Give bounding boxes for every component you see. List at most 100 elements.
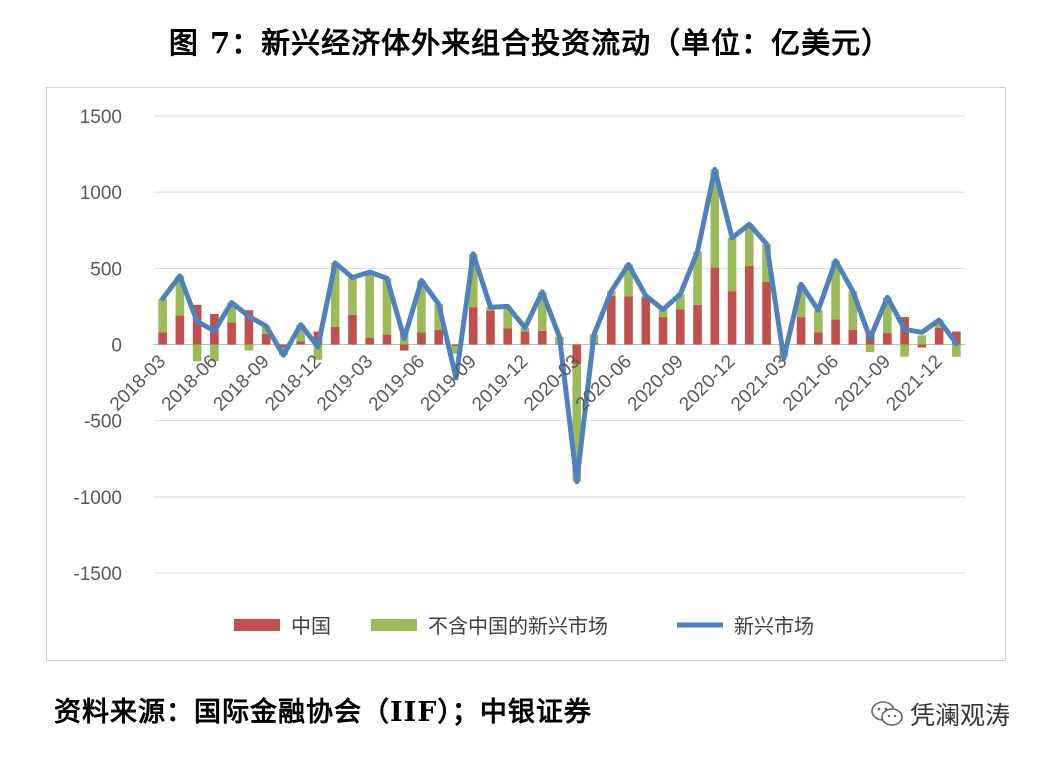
bar-china [244,310,254,345]
y-tick-labels: -1500 -1000 -500 0 500 1000 1500 [73,107,122,585]
y-tick-label: 500 [90,259,122,280]
bar-ex-china [900,344,909,357]
legend: 中国 不含中国的新兴市场 新兴市场 [234,614,814,638]
x-tick-label: 2021-03 [727,351,791,415]
bar-ex-china [210,344,219,362]
legend-label-em: 新兴市场 [734,614,814,638]
bar-china [917,344,927,348]
line-series [160,166,959,485]
bar-china [658,317,668,345]
bar-ex-china [952,344,961,357]
legend-swatch-china [234,619,280,631]
bar-ex-china [365,272,375,338]
bar-china [399,344,409,351]
x-tick-labels: 2018-032018-062018-092018-122019-032019-… [106,351,947,415]
bar-china [762,282,771,345]
bar-ex-china [831,260,840,320]
bar-ex-china [451,346,461,354]
x-tick-label: 2020-12 [675,351,739,415]
y-tick-label: 1000 [80,183,122,204]
bar-ex-china [710,169,720,268]
bar-ex-china [313,344,323,360]
bar-china [572,344,582,365]
bar-china [814,332,823,345]
bar-ex-china [624,264,633,297]
x-tick-label: 2019-03 [313,351,377,415]
bar-china [796,317,806,345]
bar-china [848,330,858,345]
x-tick-label: 2018-06 [158,351,222,415]
bar-china [520,331,530,345]
bar-china [883,333,892,345]
bar-china [486,310,495,345]
wechat-icon [871,701,903,726]
legend-label-china: 中国 [291,614,331,638]
bar-ex-china [762,243,771,283]
bar-ex-china [727,237,737,292]
legend-label-ex-china: 不含中国的新兴市场 [428,614,608,638]
bar-ex-china [658,309,668,318]
bar-ex-china [175,275,185,316]
bar-china [348,314,357,345]
bar-china [744,266,754,345]
bar-china [365,337,375,345]
bar-ex-china [865,344,875,353]
x-tick-label: 2020-06 [572,351,636,415]
source-note: 资料来源：国际金融协会（IIF）；中银证券 [54,697,592,728]
bar-china [710,267,720,345]
bar-ex-china [348,277,357,315]
bars [158,169,961,482]
bar-ex-china [572,364,582,482]
x-tick-label: 2020-09 [624,351,688,415]
bar-ex-china [917,335,927,345]
bar-ex-china [693,251,702,305]
bar-china [158,332,167,345]
x-tick-label: 2021-09 [831,351,895,415]
line-em-total [160,166,959,485]
bar-china [175,315,185,345]
bar-ex-china [227,302,236,323]
chart: -1500 -1000 -500 0 500 1000 1500 2018-032018-0… [73,107,965,638]
bar-china [417,332,426,345]
bar-ex-china [744,224,754,267]
bar-ex-china [848,291,858,331]
chart-frame: -1500 -1000 -500 0 500 1000 1500 2018-03 2018-0… [46,87,1006,661]
bar-ex-china [675,294,685,310]
y-tick-label: -1000 [73,488,122,509]
y-tick-label: -500 [84,412,122,433]
bar-china [451,344,461,347]
y-tick-label: -1500 [73,564,122,585]
bar-ex-china [468,253,478,308]
bar-ex-china [296,324,305,342]
y-tick-label: 0 [111,336,122,357]
bar-ex-china [434,304,444,331]
bar-ex-china [330,263,340,327]
y-tick-label: 1500 [80,107,122,128]
bar-ex-china [417,280,426,333]
bar-ex-china [883,297,892,334]
bar-china [382,334,392,345]
bar-ex-china [382,278,392,335]
bar-china [537,330,547,345]
bar-china [675,309,685,345]
legend-swatch-ex-china [371,619,417,631]
x-tick-label: 2019-09 [417,351,481,415]
bar-china [641,297,651,345]
bar-ex-china [796,285,806,318]
bar-china [624,296,633,345]
figure-title: 图 7：新兴经济体外来组合投资流动（单位：亿美元） [168,26,892,60]
bar-ex-china [537,291,547,331]
bar-china [279,344,288,348]
x-tick-label: 2019-06 [365,351,429,415]
bar-ex-china [192,344,202,362]
bar-china [468,307,478,345]
bar-china [831,319,840,345]
bar-ex-china [158,298,167,333]
bar-china [296,341,305,345]
x-tick-label: 2021-06 [779,351,843,415]
bar-china [952,331,961,345]
x-tick-label: 2021-12 [882,351,946,415]
bar-china [227,322,236,345]
x-tick-label: 2018-09 [210,351,274,415]
bar-ex-china [814,310,823,333]
